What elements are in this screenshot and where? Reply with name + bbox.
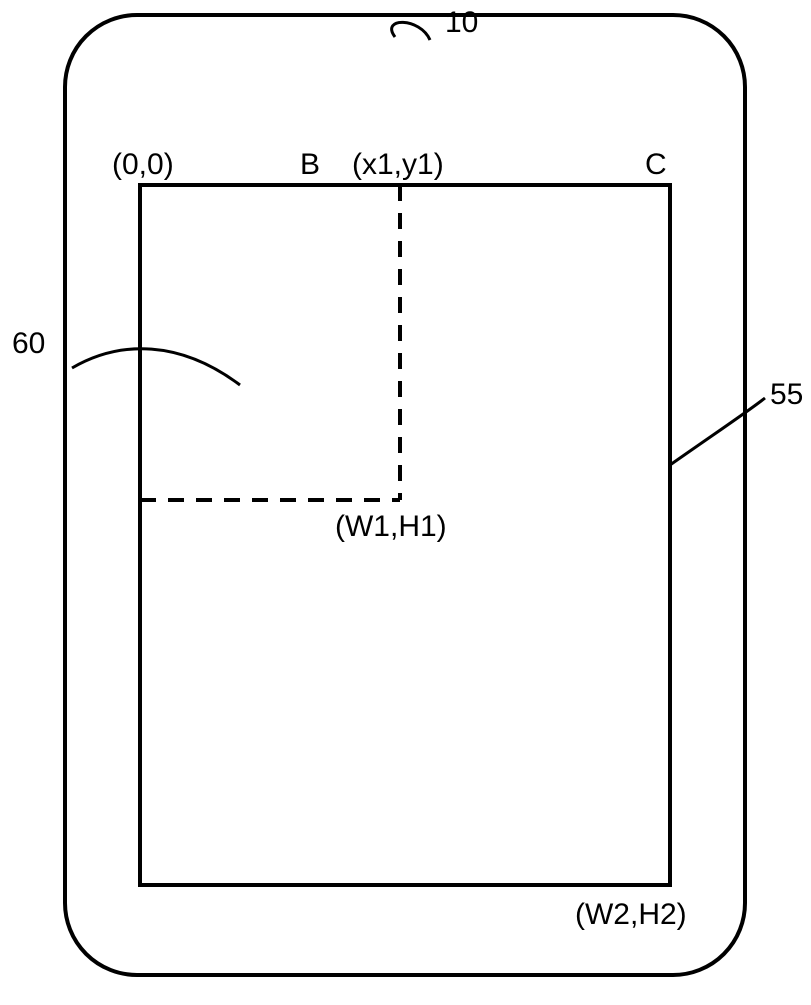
- label-C: C: [645, 148, 667, 182]
- label-ref-10: 10: [445, 6, 478, 40]
- label-W2H2: (W2,H2): [575, 898, 687, 932]
- leader-55: [670, 398, 765, 465]
- label-ref-60: 60: [12, 327, 45, 361]
- label-W1H1: (W1,H1): [335, 510, 447, 544]
- label-x1y1: (x1,y1): [352, 148, 444, 182]
- label-ref-55: 55: [770, 378, 803, 412]
- leader-10: [392, 22, 430, 40]
- label-origin: (0,0): [112, 148, 174, 182]
- label-B: B: [300, 148, 320, 182]
- diagram-canvas: (0,0) B (x1,y1) C (W1,H1) (W2,H2) 10 55 …: [0, 0, 811, 1000]
- leader-60: [72, 349, 240, 385]
